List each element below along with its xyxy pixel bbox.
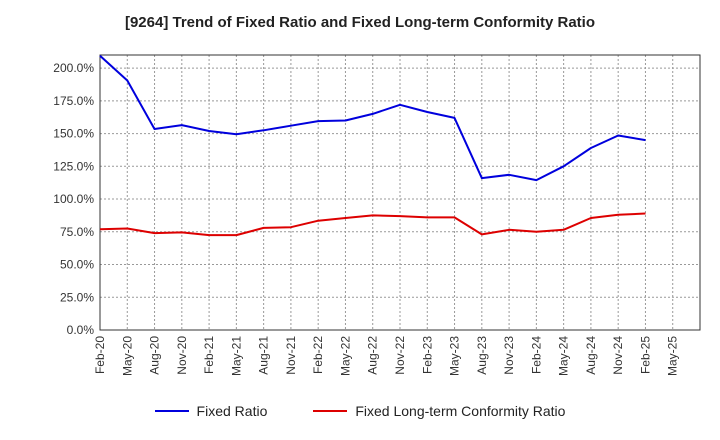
legend-item-fixed-long-term-conformity-ratio: Fixed Long-term Conformity Ratio [313, 403, 565, 419]
y-tick-label: 0.0% [67, 323, 95, 337]
y-tick-label: 175.0% [53, 94, 94, 108]
y-tick-label: 150.0% [53, 127, 94, 141]
x-tick-label: Nov-23 [502, 336, 516, 375]
y-tick-label: 200.0% [53, 61, 94, 75]
x-tick-label: Nov-20 [175, 336, 189, 375]
x-tick-label: Aug-24 [584, 336, 598, 375]
legend-label-fixed-long-term-conformity-ratio: Fixed Long-term Conformity Ratio [355, 403, 566, 419]
x-tick-label: Nov-21 [284, 336, 298, 375]
series-layer [99, 54, 646, 237]
legend-item-fixed-ratio: Fixed Ratio [154, 403, 268, 419]
x-tick-label: Feb-24 [529, 336, 543, 374]
x-tick-label: Nov-22 [393, 336, 407, 375]
x-tick-label: Feb-21 [202, 336, 216, 374]
x-tick-label: Aug-20 [148, 336, 162, 375]
x-tick-label: May-23 [448, 336, 462, 376]
y-tick-label: 25.0% [60, 290, 94, 304]
y-tick-label: 100.0% [53, 192, 94, 206]
legend: Fixed Ratio Fixed Long-term Conformity R… [0, 403, 720, 419]
chart-title: [9264] Trend of Fixed Ratio and Fixed Lo… [124, 14, 596, 31]
y-tick-label: 125.0% [53, 159, 94, 173]
x-tick-label: May-25 [666, 336, 680, 376]
x-tick-label: Feb-22 [311, 336, 325, 374]
x-tick-label: May-20 [120, 336, 134, 376]
series-line-fixed-long-term-conformity-ratio [99, 212, 646, 237]
x-tick-label: Feb-25 [638, 336, 652, 374]
x-tick-label: May-24 [557, 336, 571, 376]
y-tick-label: 50.0% [60, 258, 94, 272]
legend-swatch-fixed-long-term-conformity-ratio [313, 410, 348, 412]
x-tick-label: Feb-20 [93, 336, 107, 374]
series-line-fixed-ratio [99, 54, 646, 182]
legend-label-fixed-ratio: Fixed Ratio [196, 403, 268, 419]
legend-swatch-fixed-ratio [154, 410, 189, 412]
plot-frame [99, 54, 701, 331]
x-tick-label: May-22 [338, 336, 352, 376]
x-tick-label: Aug-23 [475, 336, 489, 375]
axis-layer: 0.0% 25.0% 50.0% 75.0% 100.0% 125.0% 150.0% 175… [53, 54, 701, 376]
grid-layer [99, 55, 700, 331]
x-tick-label: Aug-22 [366, 336, 380, 375]
x-tick-label: Feb-23 [420, 336, 434, 374]
x-tick-label: Nov-24 [611, 336, 625, 375]
x-tick-label: May-21 [229, 336, 243, 376]
x-tick-label: Aug-21 [257, 336, 271, 375]
y-tick-label: 75.0% [60, 225, 94, 239]
